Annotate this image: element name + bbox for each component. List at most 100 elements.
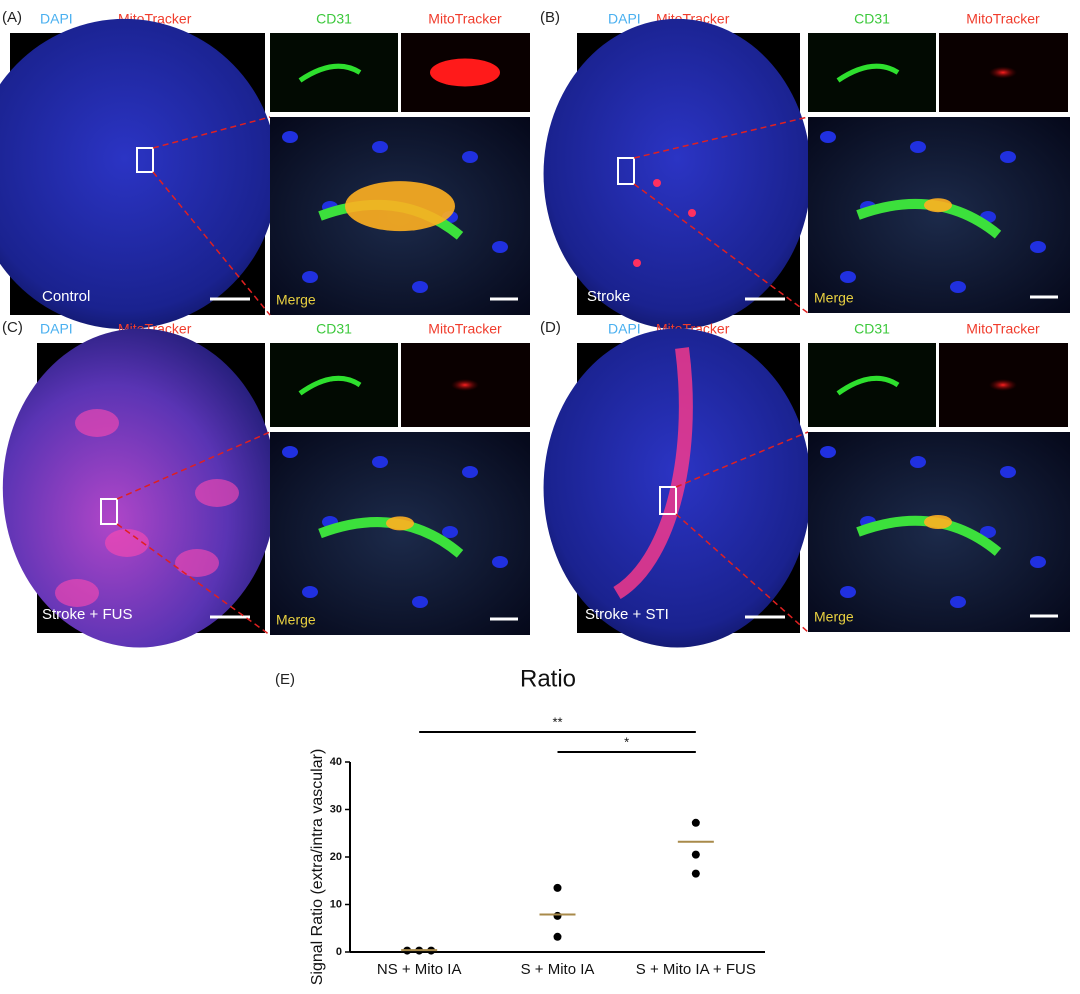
cd31-image bbox=[808, 343, 936, 427]
merge-signal bbox=[386, 516, 414, 531]
significance-label: * bbox=[624, 734, 629, 749]
stain-label: DAPI bbox=[40, 11, 73, 27]
cd31-signal bbox=[836, 375, 900, 396]
merge-signal bbox=[924, 198, 952, 213]
red-streak bbox=[613, 347, 693, 599]
nucleus bbox=[372, 141, 388, 153]
red-spot bbox=[175, 549, 219, 577]
nucleus bbox=[1030, 556, 1046, 568]
nucleus bbox=[302, 586, 318, 598]
y-tick-label: 30 bbox=[330, 803, 342, 815]
nucleus bbox=[820, 446, 836, 458]
roi-box bbox=[659, 486, 677, 515]
inset-label: CD31 bbox=[316, 11, 352, 27]
nucleus bbox=[462, 151, 478, 163]
x-tick-label: S + Mito IA bbox=[521, 961, 595, 978]
red-spot bbox=[688, 209, 696, 217]
panel-label: (A) bbox=[2, 9, 22, 26]
nucleus bbox=[282, 131, 298, 143]
y-tick-label: 40 bbox=[330, 756, 342, 768]
data-point bbox=[553, 883, 562, 892]
nucleus bbox=[282, 446, 298, 458]
inset-label: CD31 bbox=[854, 321, 890, 337]
cd31-image bbox=[270, 33, 398, 112]
image-panels: (A) DAPI MitoTracker Control CD31 MitoTracker… bbox=[0, 9, 1070, 648]
merge-image bbox=[808, 432, 1070, 632]
panel-label: (D) bbox=[540, 319, 561, 336]
merge-label: Merge bbox=[814, 609, 854, 625]
zoom-line bbox=[116, 523, 271, 636]
mito-signal bbox=[451, 379, 479, 391]
nucleus bbox=[412, 596, 428, 608]
red-spot bbox=[195, 479, 239, 507]
merge-signal bbox=[924, 515, 952, 529]
cd31-signal bbox=[836, 63, 900, 83]
red-spot bbox=[105, 529, 149, 557]
nucleus bbox=[302, 271, 318, 283]
nucleus bbox=[840, 271, 856, 283]
cd31-signal bbox=[298, 63, 362, 83]
stain-label: DAPI bbox=[40, 321, 73, 337]
red-spot bbox=[633, 259, 641, 267]
roi-box bbox=[617, 157, 635, 185]
mito-signal bbox=[989, 66, 1017, 79]
brain-tissue bbox=[0, 18, 278, 330]
x-tick-label: S + Mito IA + FUS bbox=[636, 961, 756, 978]
nucleus bbox=[950, 596, 966, 608]
inset-label: MitoTracker bbox=[966, 11, 1040, 27]
merge-label: Merge bbox=[276, 612, 316, 628]
nucleus bbox=[412, 281, 428, 293]
brain-tissue bbox=[543, 18, 812, 330]
condition-label: Stroke + FUS bbox=[42, 606, 132, 623]
panel-label: (E) bbox=[275, 671, 295, 688]
roi-box bbox=[100, 498, 118, 525]
y-axis-label: Signal Ratio (extra/intra vascular) bbox=[309, 749, 326, 986]
cd31-signal bbox=[298, 375, 362, 396]
condition-label: Stroke bbox=[587, 288, 630, 305]
panel-label: (B) bbox=[540, 9, 560, 26]
data-point bbox=[691, 850, 700, 859]
nucleus bbox=[1000, 466, 1016, 478]
nucleus bbox=[492, 241, 508, 253]
inset-label: CD31 bbox=[316, 321, 352, 337]
data-point bbox=[691, 869, 700, 878]
merge-image bbox=[270, 432, 530, 635]
mito-signal bbox=[430, 58, 500, 87]
merge-label: Merge bbox=[276, 292, 316, 308]
nucleus bbox=[492, 556, 508, 568]
nucleus bbox=[910, 456, 926, 468]
chart-title: Ratio bbox=[520, 665, 576, 692]
condition-label: Control bbox=[42, 288, 90, 305]
data-point bbox=[553, 932, 562, 941]
zoom-line bbox=[633, 183, 809, 314]
merge-signal bbox=[345, 181, 455, 232]
zoom-line bbox=[116, 431, 271, 500]
y-tick-label: 20 bbox=[330, 851, 342, 863]
inset-label: MitoTracker bbox=[428, 11, 502, 27]
stain-label: DAPI bbox=[608, 11, 641, 27]
nucleus bbox=[462, 466, 478, 478]
nucleus bbox=[910, 141, 926, 153]
inset-label: CD31 bbox=[854, 11, 890, 27]
inset-label: MitoTracker bbox=[966, 321, 1040, 337]
x-tick-label: NS + Mito IA bbox=[377, 961, 462, 978]
mito-signal bbox=[989, 379, 1017, 391]
cd31-image bbox=[808, 33, 936, 112]
significance-label: ** bbox=[552, 714, 562, 729]
nucleus bbox=[442, 526, 458, 538]
zoom-line bbox=[675, 431, 809, 488]
nucleus bbox=[1000, 151, 1016, 163]
nucleus bbox=[1030, 241, 1046, 253]
nucleus bbox=[840, 586, 856, 598]
nucleus bbox=[372, 456, 388, 468]
y-tick-label: 10 bbox=[330, 898, 342, 910]
merge-label: Merge bbox=[814, 290, 854, 306]
panel-label: (C) bbox=[2, 319, 23, 336]
merge-image bbox=[808, 117, 1070, 313]
red-spot bbox=[75, 409, 119, 437]
red-spot bbox=[55, 579, 99, 607]
cd31-image bbox=[270, 343, 398, 427]
nucleus bbox=[950, 281, 966, 293]
nucleus bbox=[980, 526, 996, 538]
